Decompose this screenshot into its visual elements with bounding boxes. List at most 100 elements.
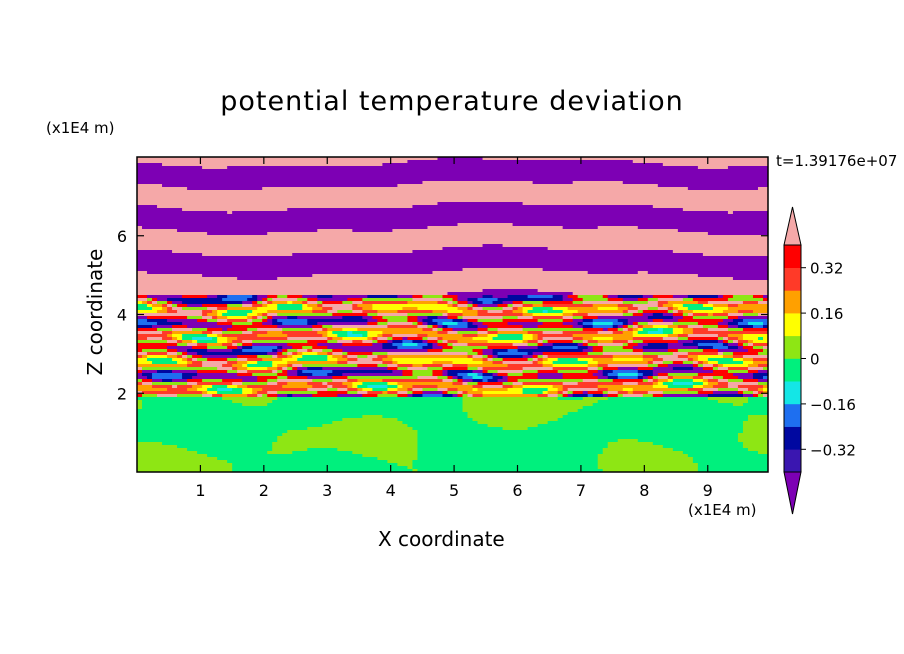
contour-cell bbox=[312, 325, 323, 329]
contour-cell bbox=[582, 340, 589, 344]
contour-cell bbox=[137, 202, 439, 206]
contour-cell bbox=[387, 352, 469, 356]
contour-cell bbox=[552, 364, 589, 368]
contour-cell bbox=[722, 343, 729, 347]
contour-cell bbox=[287, 361, 338, 365]
contour-cell bbox=[537, 337, 544, 341]
contour-cell bbox=[362, 415, 383, 419]
contour-cell bbox=[607, 373, 619, 377]
contour-cell bbox=[597, 226, 639, 230]
contour-cell bbox=[662, 328, 674, 332]
contour-cell bbox=[662, 445, 744, 449]
x-axis-label: X coordinate bbox=[378, 527, 505, 551]
contour-cell bbox=[222, 328, 228, 332]
contour-cell bbox=[187, 187, 263, 191]
contour-cell bbox=[152, 304, 163, 308]
contour-cell bbox=[342, 337, 368, 341]
contour-cell bbox=[177, 304, 188, 308]
contour-cell bbox=[642, 379, 649, 383]
contour-cell bbox=[137, 355, 143, 359]
contour-cell bbox=[137, 367, 143, 371]
contour-cell bbox=[242, 349, 273, 353]
colorbar-swatch bbox=[784, 358, 801, 382]
contour-cell bbox=[182, 295, 208, 299]
contour-cell bbox=[332, 421, 404, 425]
contour-cell bbox=[442, 349, 474, 353]
contour-cell bbox=[572, 292, 768, 296]
contour-cell bbox=[542, 337, 574, 341]
contour-cell bbox=[327, 310, 338, 314]
contour-cell bbox=[137, 175, 768, 179]
contour-cell bbox=[662, 331, 674, 335]
contour-cell bbox=[437, 325, 444, 329]
contour-cell bbox=[562, 298, 574, 302]
contour-cell bbox=[272, 349, 278, 353]
contour-cell bbox=[652, 370, 714, 374]
contour-cell bbox=[382, 391, 388, 395]
contour-cell bbox=[562, 310, 579, 314]
contour-cell bbox=[287, 430, 419, 434]
contour-cell bbox=[322, 382, 328, 386]
contour-cell bbox=[687, 187, 759, 191]
contour-cell bbox=[237, 337, 288, 341]
contour-cell bbox=[332, 385, 348, 389]
contour-cell bbox=[457, 316, 464, 320]
contour-cell bbox=[137, 307, 153, 311]
contour-cell bbox=[387, 388, 399, 392]
contour-cell bbox=[137, 373, 143, 377]
contour-cell bbox=[727, 316, 739, 320]
contour-cell bbox=[142, 379, 153, 383]
contour-cell bbox=[652, 367, 674, 371]
contour-cell bbox=[452, 379, 459, 383]
contour-cell bbox=[137, 172, 768, 176]
contour-cell bbox=[727, 166, 768, 170]
contour-cell bbox=[542, 352, 589, 356]
contour-cell bbox=[182, 301, 243, 305]
contour-cell bbox=[262, 319, 268, 323]
contour-cell bbox=[487, 334, 499, 338]
contour-cell bbox=[637, 226, 768, 230]
contour-cell bbox=[597, 460, 694, 464]
contour-cell bbox=[272, 364, 278, 368]
contour-cell bbox=[592, 373, 604, 377]
contour-cell bbox=[472, 355, 484, 359]
contour-cell bbox=[692, 298, 729, 302]
contour-cell bbox=[467, 415, 564, 419]
contour-cell bbox=[442, 370, 449, 374]
contour-cell bbox=[527, 331, 544, 335]
contour-cell bbox=[357, 391, 368, 395]
contour-cell bbox=[617, 295, 644, 299]
contour-cell bbox=[242, 388, 253, 392]
contour-cell bbox=[377, 322, 388, 326]
contour-cell bbox=[137, 169, 768, 173]
contour-cell bbox=[762, 367, 768, 371]
contour-cell bbox=[317, 229, 353, 233]
contour-cell bbox=[137, 424, 323, 428]
contour-cell bbox=[137, 181, 424, 185]
contour-cell bbox=[562, 316, 574, 320]
contour-cell bbox=[352, 304, 358, 308]
contour-cell bbox=[702, 376, 714, 380]
contour-cell bbox=[542, 310, 549, 314]
contour-cell bbox=[137, 187, 188, 191]
contour-cell bbox=[692, 367, 704, 371]
contour-cell bbox=[447, 292, 574, 296]
contour-cell bbox=[177, 352, 183, 356]
contour-cell bbox=[222, 343, 233, 347]
contour-cell bbox=[277, 304, 303, 308]
contour-cell bbox=[242, 331, 253, 335]
contour-cell bbox=[287, 355, 293, 359]
contour-cell bbox=[367, 331, 383, 335]
contour-cell bbox=[247, 298, 258, 302]
contour-cell bbox=[652, 376, 659, 380]
contour-cell bbox=[667, 376, 674, 380]
contour-cell bbox=[137, 382, 143, 386]
contour-cell bbox=[622, 298, 639, 302]
contour-cell bbox=[737, 340, 749, 344]
contour-cell bbox=[362, 301, 409, 305]
contour-cell bbox=[402, 337, 409, 341]
contour-cell bbox=[367, 319, 378, 323]
contour-cell bbox=[737, 433, 768, 437]
contour-cell bbox=[157, 205, 414, 209]
contour-cell bbox=[657, 328, 664, 332]
